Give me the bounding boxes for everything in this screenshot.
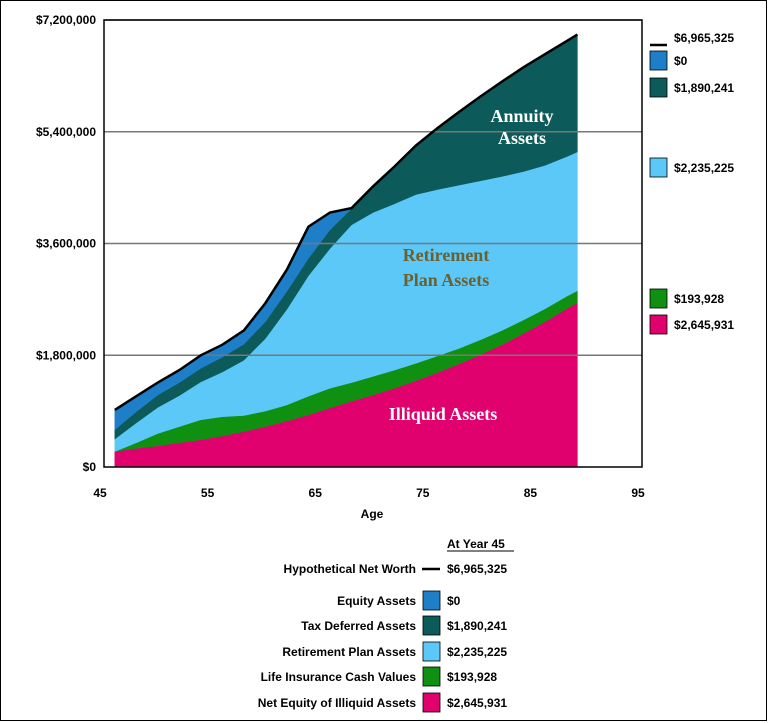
x-tick-label: 45 [93, 486, 107, 500]
annuity-assets-label: Annuity Assets [490, 106, 553, 148]
side-equity-value: $0 [674, 54, 688, 68]
side-retirement-swatch [649, 157, 668, 178]
legend-swatch-net-equity-of-illiquid-assets [422, 692, 441, 713]
legend-label-net-equity-of-illiquid-assets: Net Equity of Illiquid Assets [258, 696, 417, 710]
side-net-worth-value: $6,965,325 [674, 31, 734, 45]
x-tick-label: 85 [524, 486, 538, 500]
side-equity-swatch [649, 50, 668, 71]
legend-value-hypothetical-net-worth: $6,965,325 [447, 562, 507, 576]
stacked-areas [114, 34, 578, 468]
x-tick-label: 75 [416, 486, 430, 500]
y-tick-label: $0 [83, 460, 97, 474]
x-tick-label: 95 [631, 486, 645, 500]
legend-label-life-insurance-cash-values: Life Insurance Cash Values [261, 670, 417, 684]
y-tick-label: $1,800,000 [36, 348, 96, 362]
side-retirement-value: $2,235,225 [674, 161, 734, 175]
legend-label-equity-assets: Equity Assets [337, 594, 416, 608]
net-worth-line [114, 33, 579, 411]
legend-swatch-equity-assets [422, 590, 441, 611]
legend-value-equity-assets: $0 [447, 594, 461, 608]
legend-swatch-life-insurance-cash-values [422, 666, 441, 687]
x-tick-labels: 45 55 65 75 85 95 [93, 486, 645, 500]
legend-label-hypothetical-net-worth: Hypothetical Net Worth [284, 562, 416, 576]
legend-header: At Year 45 [447, 537, 505, 551]
side-illiquid-swatch [649, 314, 668, 335]
legend-label-tax-deferred-assets: Tax Deferred Assets [301, 619, 416, 633]
axes [103, 19, 643, 468]
x-tick-label: 65 [309, 486, 323, 500]
x-axis-label: Age [361, 507, 384, 521]
y-tick-labels: $0 $1,800,000 $3,600,000 $5,400,000 $7,200,0… [36, 13, 96, 474]
y-tick-label: $7,200,000 [36, 13, 96, 27]
side-life-insurance-value: $193,928 [674, 292, 724, 306]
legend-value-net-equity-of-illiquid-assets: $2,645,931 [447, 696, 507, 710]
illiquid-assets-label: Illiquid Assets [389, 404, 498, 424]
net-worth-line-group [114, 33, 579, 411]
side-value-legend: $6,965,325 $0 $1,890,241 $2,235,225 $193,928… [649, 31, 734, 335]
plot-border [103, 19, 643, 468]
y-tick-label: $3,600,000 [36, 237, 96, 251]
legend-value-retirement-plan-assets: $2,235,225 [447, 645, 507, 659]
legend-value-tax-deferred-assets: $1,890,241 [447, 619, 507, 633]
legend-swatch-tax-deferred-assets [422, 615, 441, 636]
legend-label-retirement-plan-assets: Retirement Plan Assets [282, 645, 416, 659]
area-annotations: Annuity Assets Retirement Plan Assets Illiqu… [389, 106, 554, 424]
side-life-insurance-swatch [649, 288, 668, 309]
side-tax-deferred-swatch [649, 77, 668, 98]
bottom-legend: At Year 45 Hypothetical Net Worth $6,965,3… [258, 537, 514, 713]
side-illiquid-value: $2,645,931 [674, 318, 734, 332]
x-tick-label: 55 [201, 486, 215, 500]
y-tick-label: $5,400,000 [36, 125, 96, 139]
legend-swatch-retirement-plan-assets [422, 641, 441, 662]
side-tax-deferred-value: $1,890,241 [674, 81, 734, 95]
retirement-plan-assets-label: Retirement Plan Assets [403, 245, 490, 290]
legend-value-life-insurance-cash-values: $193,928 [447, 670, 497, 684]
